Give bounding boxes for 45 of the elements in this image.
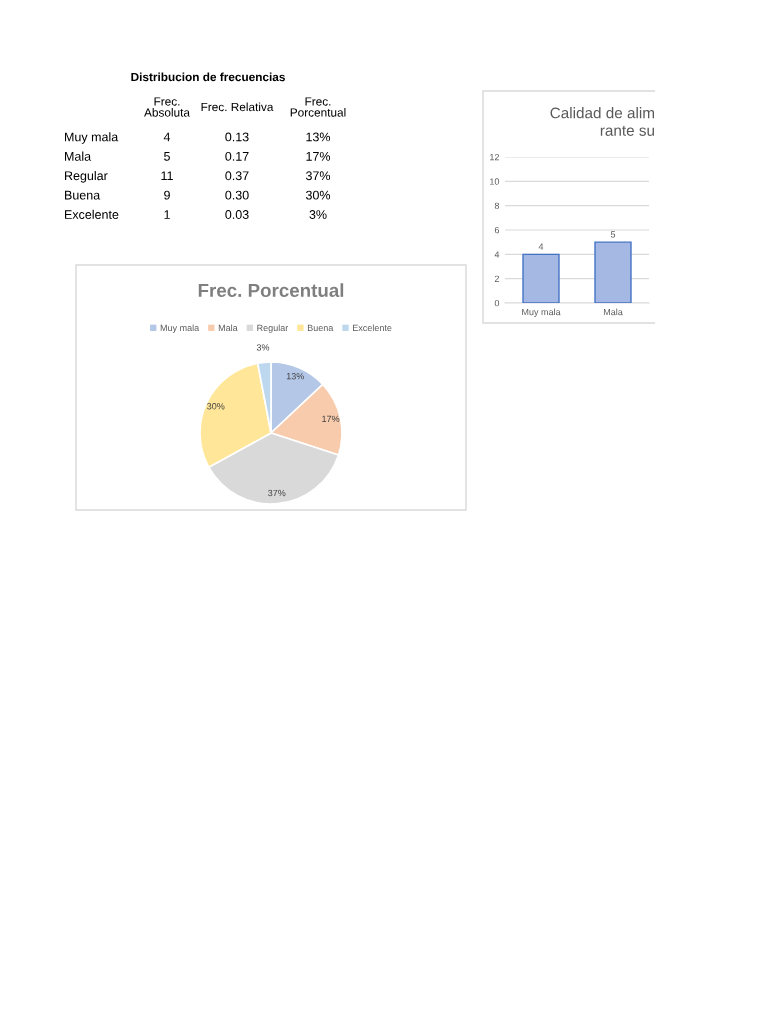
data-label: 5 [610,231,616,238]
category-label: Mala [65,151,92,161]
y-tick-label: 0 [494,299,500,307]
data-label: 1 [164,210,170,219]
y-tick-label: 2 [494,275,499,282]
data-label: 13% [286,372,304,380]
text: Frec. Porcentual [290,97,346,117]
data-label: 0.03 [225,210,249,219]
category-label: Regular [65,170,108,183]
data-label: 17% [306,151,331,161]
data-label: 3% [309,210,327,219]
data-label: 30% [207,403,225,410]
legend-label: Mala [218,324,238,332]
data-label: 11 [161,171,173,181]
text: Distribucion de frecuencias [131,72,285,82]
data-label: 4 [163,132,171,142]
data-label: 3% [256,344,270,351]
data-label: 37% [305,171,331,181]
data-label: 13% [306,132,331,142]
data-label: 0.17 [225,151,249,161]
data-label: 37% [268,489,286,497]
y-tick-label: 12 [490,153,499,161]
y-tick-label: 10 [490,178,500,185]
y-tick-label: 4 [494,251,500,258]
legend-label: Muy mala [160,324,200,333]
data-label: 5 [164,152,170,161]
text: Frec. Absoluta [144,97,190,117]
data-label: 0.30 [225,190,249,200]
chart-title: Calidad de alim rante su [550,107,654,136]
y-tick-label: 6 [494,226,500,234]
data-label: 4 [538,243,544,250]
legend-label: Excelente [353,324,392,332]
category-label: Buena [65,190,101,200]
chart-title: Frec. Porcentual [198,283,344,298]
text: Frec. Relativa [201,102,274,112]
legend-label: Buena [307,324,334,332]
data-label: 0.13 [225,132,249,142]
y-tick-label: 8 [494,202,500,210]
category-label: Excelente [65,209,119,219]
legend-label: Regular [257,324,289,333]
data-label: 9 [164,190,170,200]
data-label: 0.37 [225,171,249,181]
data-label: 17% [322,415,340,423]
data-label: 30% [305,190,331,200]
category-label: Muy mala [65,132,119,144]
